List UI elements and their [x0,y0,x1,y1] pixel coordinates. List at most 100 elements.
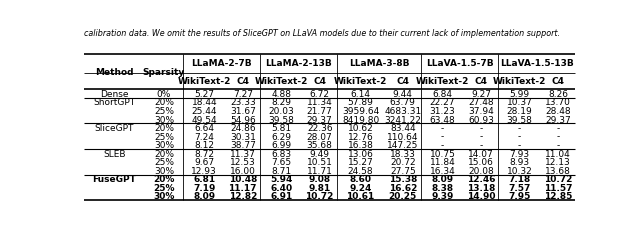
Text: WikiText-2: WikiText-2 [416,76,469,85]
Text: Sparsity: Sparsity [143,68,185,77]
Text: 28.48: 28.48 [545,106,571,115]
Text: 12.46: 12.46 [467,174,495,183]
Text: LLaMA-2-13B: LLaMA-2-13B [265,59,332,68]
Text: 6.83: 6.83 [271,149,291,158]
Text: 9.81: 9.81 [308,183,331,192]
Text: LLaVA-1.5-7B: LLaVA-1.5-7B [426,59,493,68]
Text: WikiText-2: WikiText-2 [255,76,308,85]
Text: 9.67: 9.67 [194,158,214,166]
Text: 22.27: 22.27 [429,98,455,107]
Text: -: - [518,123,521,132]
Text: 11.71: 11.71 [307,166,333,175]
Text: 8.26: 8.26 [548,90,568,98]
Text: 9.27: 9.27 [471,90,491,98]
Text: ShortGPT: ShortGPT [93,98,136,107]
Text: 6.29: 6.29 [271,132,291,141]
Text: -: - [518,141,521,150]
Text: 12.76: 12.76 [348,132,374,141]
Text: 21.77: 21.77 [307,106,333,115]
Text: 9.44: 9.44 [393,90,413,98]
Text: 30%: 30% [154,191,175,201]
Text: -: - [441,123,444,132]
Text: 5.94: 5.94 [270,174,292,183]
Text: 35.68: 35.68 [307,141,333,150]
Text: LLaVA-1.5-13B: LLaVA-1.5-13B [500,59,573,68]
Text: 7.24: 7.24 [195,132,214,141]
Text: 24.86: 24.86 [230,123,255,132]
Text: calibration data. We omit the results of SliceGPT on LLaVA models due to their c: calibration data. We omit the results of… [84,29,560,38]
Text: 15.27: 15.27 [348,158,374,166]
Text: 10.72: 10.72 [305,191,334,201]
Text: 8.09: 8.09 [193,191,215,201]
Text: 30%: 30% [154,166,174,175]
Text: 28.19: 28.19 [506,106,532,115]
Text: 7.19: 7.19 [193,183,216,192]
Text: 10.75: 10.75 [429,149,456,158]
Text: 25%: 25% [154,158,174,166]
Text: 7.27: 7.27 [233,90,253,98]
Text: 10.48: 10.48 [228,174,257,183]
Text: 6.99: 6.99 [271,141,291,150]
Text: C4: C4 [236,76,249,85]
Text: FuseGPT: FuseGPT [93,174,136,183]
Text: 8.72: 8.72 [195,149,214,158]
Text: 54.96: 54.96 [230,115,255,124]
Text: 30%: 30% [154,141,174,150]
Text: 25.44: 25.44 [191,106,217,115]
Text: 8.09: 8.09 [431,174,454,183]
Text: 147.25: 147.25 [387,141,419,150]
Text: 24.58: 24.58 [348,166,374,175]
Text: 83.44: 83.44 [390,123,415,132]
Text: 11.37: 11.37 [230,149,256,158]
Text: 9.08: 9.08 [308,174,331,183]
Text: 18.33: 18.33 [390,149,416,158]
Text: 20.08: 20.08 [468,166,494,175]
Text: 18.44: 18.44 [191,98,217,107]
Text: 9.39: 9.39 [431,191,454,201]
Text: -: - [479,123,483,132]
Text: 8.93: 8.93 [509,158,529,166]
Text: 15.06: 15.06 [468,158,494,166]
Text: -: - [441,141,444,150]
Text: 8419.80: 8419.80 [342,115,380,124]
Text: SLEB: SLEB [103,149,125,158]
Text: 7.95: 7.95 [508,191,531,201]
Text: 8.12: 8.12 [195,141,214,150]
Text: 60.93: 60.93 [468,115,494,124]
Text: C4: C4 [552,76,564,85]
Text: 25%: 25% [154,106,174,115]
Text: 7.93: 7.93 [509,149,529,158]
Text: 31.67: 31.67 [230,106,256,115]
Text: 4683.31: 4683.31 [384,106,421,115]
Text: 11.17: 11.17 [228,183,257,192]
Text: 6.81: 6.81 [193,174,215,183]
Text: 8.60: 8.60 [349,174,372,183]
Text: 11.57: 11.57 [543,183,572,192]
Text: 13.06: 13.06 [348,149,374,158]
Text: 12.85: 12.85 [544,191,572,201]
Text: 8.38: 8.38 [431,183,454,192]
Text: WikiText-2: WikiText-2 [334,76,387,85]
Text: 16.00: 16.00 [230,166,256,175]
Text: WikiText-2: WikiText-2 [177,76,231,85]
Text: 30.31: 30.31 [230,132,256,141]
Text: 11.04: 11.04 [545,149,571,158]
Text: 20%: 20% [154,174,175,183]
Text: 13.70: 13.70 [545,98,571,107]
Text: 9.24: 9.24 [349,183,372,192]
Text: 12.53: 12.53 [230,158,255,166]
Text: 29.37: 29.37 [307,115,333,124]
Text: 37.94: 37.94 [468,106,494,115]
Text: LLaMA-3-8B: LLaMA-3-8B [349,59,409,68]
Text: 4.88: 4.88 [271,90,291,98]
Text: 6.91: 6.91 [270,191,292,201]
Text: -: - [518,132,521,141]
Text: 13.68: 13.68 [545,166,571,175]
Text: 6.14: 6.14 [351,90,371,98]
Text: 25%: 25% [154,132,174,141]
Text: 13.18: 13.18 [467,183,495,192]
Text: C4: C4 [396,76,409,85]
Text: 14.90: 14.90 [467,191,495,201]
Text: 29.37: 29.37 [545,115,571,124]
Text: 49.54: 49.54 [191,115,217,124]
